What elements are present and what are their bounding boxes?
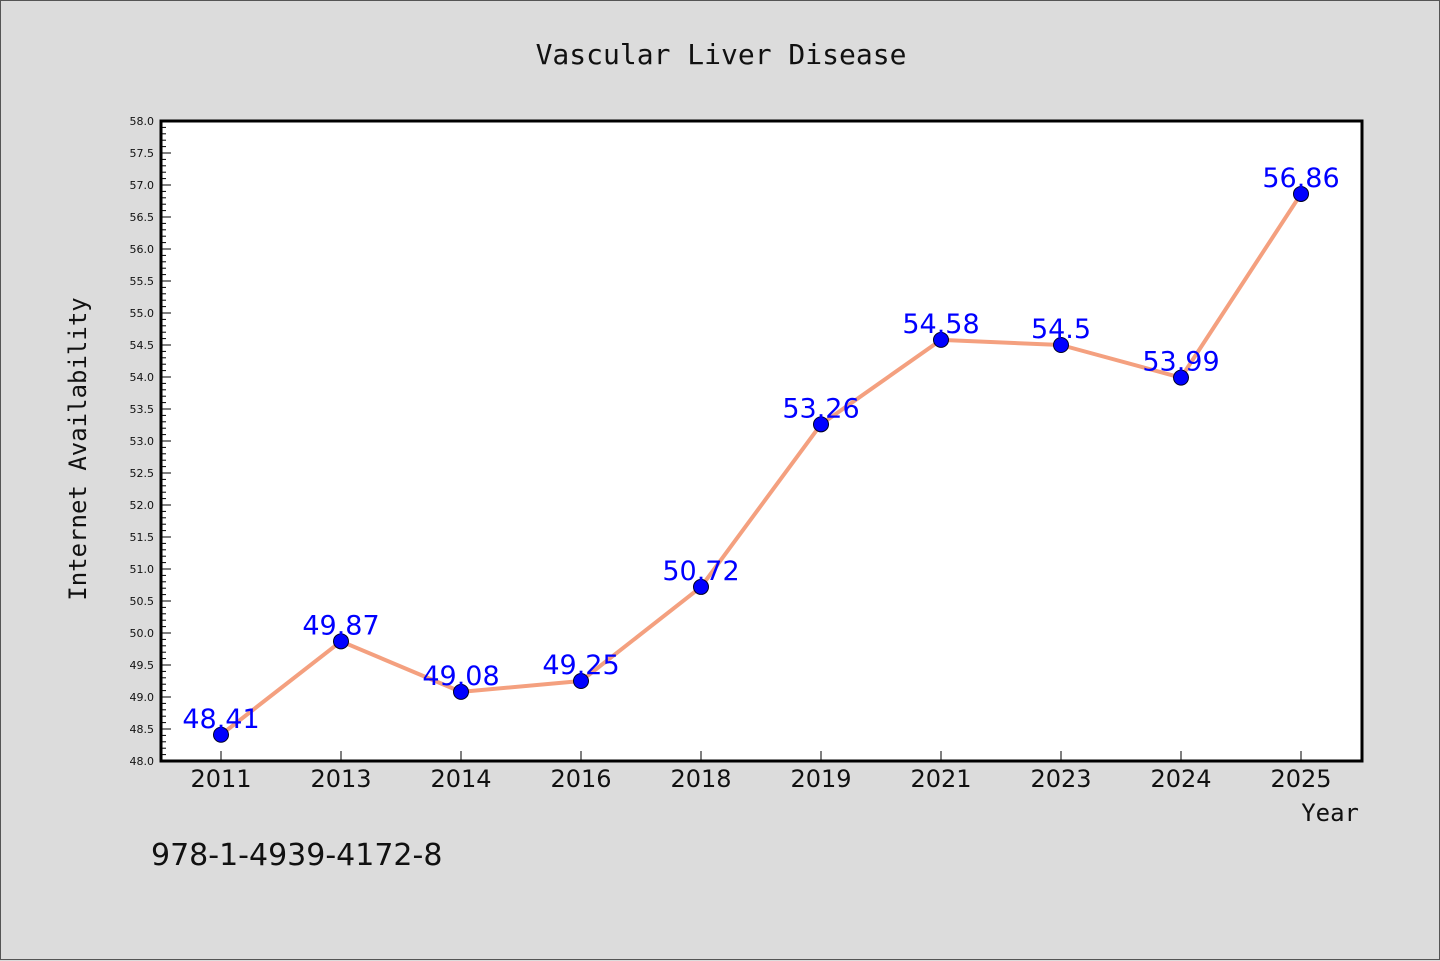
x-tick-label: 2021 <box>910 765 971 793</box>
x-tick-label: 2019 <box>790 765 851 793</box>
y-tick-label: 54.5 <box>130 339 155 352</box>
data-point <box>1053 337 1069 353</box>
data-point <box>1173 369 1189 386</box>
x-tick-label: 2016 <box>550 765 611 793</box>
data-point <box>813 416 829 433</box>
series-line <box>219 192 1303 737</box>
y-tick-label: 51.5 <box>130 531 155 544</box>
y-tick-label: 51.0 <box>130 563 155 576</box>
data-point <box>573 673 589 689</box>
x-tick-label: 2018 <box>670 765 731 793</box>
data-point <box>453 683 469 700</box>
data-point <box>333 633 349 650</box>
y-tick-label: 50.5 <box>130 595 155 608</box>
data-point <box>1293 185 1309 202</box>
chart-title: Vascular Liver Disease <box>536 38 907 71</box>
x-axis: 2011 2013 2014 2016 2018 2019 2021 2023 2024 2025 <box>190 751 1332 793</box>
y-tick-label: 56.5 <box>130 211 155 224</box>
y-tick-label: 58.0 <box>130 115 155 128</box>
data-label: 50.72 <box>662 556 739 587</box>
data-label: 48.41 <box>182 704 259 735</box>
data-label: 49.08 <box>422 661 499 692</box>
y-tick-label: 55.0 <box>130 307 155 320</box>
data-point <box>213 726 229 743</box>
y-tick-label: 57.5 <box>130 147 155 160</box>
y-tick-label: 55.5 <box>130 275 155 288</box>
data-label: 56.86 <box>1262 163 1339 194</box>
data-labels: 48.41 49.87 49.08 49.25 50.72 53.26 54.58 54.5 5… <box>182 163 1339 735</box>
x-tick-label: 2025 <box>1270 765 1331 793</box>
x-axis-title: Year <box>1301 799 1359 827</box>
x-tick-label: 2013 <box>310 765 371 793</box>
data-label: 53.26 <box>782 393 859 424</box>
y-tick-label: 50.0 <box>130 627 155 640</box>
x-tick-label: 2024 <box>1150 765 1211 793</box>
y-axis: 48.0 48.5 49.0 49.5 50.0 50.5 51.0 51.5 52.0 52.5… <box>130 115 171 768</box>
data-label: 54.5 <box>1031 314 1091 345</box>
y-tick-label: 48.5 <box>130 723 155 736</box>
y-tick-label: 49.0 <box>130 691 155 704</box>
footer-isbn: 978-1-4939-4172-8 <box>151 838 442 873</box>
y-tick-label: 56.0 <box>130 243 155 256</box>
data-label: 49.25 <box>542 650 619 681</box>
data-points <box>213 185 1309 743</box>
data-label: 54.58 <box>902 309 979 340</box>
plot-area <box>159 119 1364 763</box>
x-tick-label: 2023 <box>1030 765 1091 793</box>
y-tick-label: 48.0 <box>130 755 155 768</box>
data-label: 53.99 <box>1142 347 1219 378</box>
y-tick-label: 57.0 <box>130 179 155 192</box>
data-point <box>693 578 709 595</box>
y-tick-label: 52.5 <box>130 467 155 480</box>
y-axis-title: Internet Availability <box>64 297 92 600</box>
x-tick-label: 2014 <box>430 765 491 793</box>
y-tick-label: 49.5 <box>130 659 155 672</box>
data-point <box>933 331 949 348</box>
y-tick-label: 53.0 <box>130 435 155 448</box>
y-tick-label: 52.0 <box>130 499 155 512</box>
y-tick-label: 53.5 <box>130 403 155 416</box>
data-label: 49.87 <box>302 610 379 641</box>
x-tick-label: 2011 <box>190 765 251 793</box>
y-tick-label: 54.0 <box>130 371 155 384</box>
